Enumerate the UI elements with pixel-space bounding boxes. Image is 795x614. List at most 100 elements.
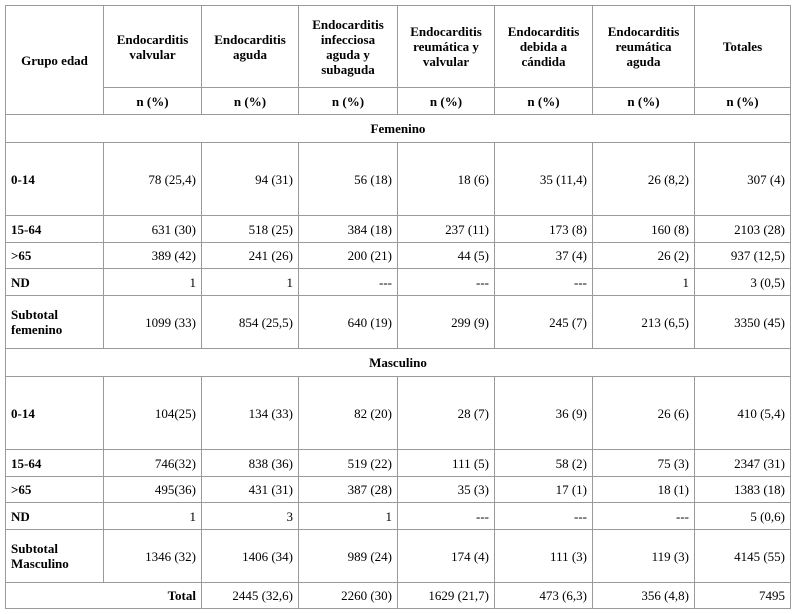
data-row: Subtotal Masculino 1346 (32) 1406 (34) 989 … <box>5 529 791 583</box>
cell: 2103 (28) <box>694 215 791 243</box>
row-label: >65 <box>5 242 104 269</box>
cell: 78 (25,4) <box>103 142 202 216</box>
cell: 1 <box>103 502 202 530</box>
cell: 410 (5,4) <box>694 376 791 450</box>
cell: 1099 (33) <box>103 295 202 349</box>
cell: 4145 (55) <box>694 529 791 583</box>
cell: 237 (11) <box>397 215 495 243</box>
cell: 111 (3) <box>494 529 593 583</box>
cell: 3 (0,5) <box>694 268 791 296</box>
cell: 35 (3) <box>397 476 495 503</box>
column-header: Endocarditis infecciosa aguda y subaguda <box>298 5 398 88</box>
column-header: Totales <box>694 5 791 88</box>
cell: 1 <box>298 502 398 530</box>
cell: 1346 (32) <box>103 529 202 583</box>
cell: 111 (5) <box>397 449 495 477</box>
column-header: Endocarditis reumática y valvular <box>397 5 495 88</box>
column-header: Endocarditis reumática aguda <box>592 5 695 88</box>
cell: 26 (8,2) <box>592 142 695 216</box>
column-header: Endocarditis debida a cándida <box>494 5 593 88</box>
cell: 17 (1) <box>494 476 593 503</box>
cell: 18 (6) <box>397 142 495 216</box>
cell: 241 (26) <box>201 242 299 269</box>
cell: 28 (7) <box>397 376 495 450</box>
cell: 640 (19) <box>298 295 398 349</box>
column-header: Endocarditis aguda <box>201 5 299 88</box>
unit-header: n (%) <box>397 87 495 115</box>
cell: 307 (4) <box>694 142 791 216</box>
section-title: Masculino <box>5 348 791 377</box>
section-row: Femenino <box>5 114 791 143</box>
cell: 26 (2) <box>592 242 695 269</box>
cell: 1406 (34) <box>201 529 299 583</box>
row-label: Subtotal Masculino <box>5 529 104 583</box>
unit-header: n (%) <box>592 87 695 115</box>
cell: 26 (6) <box>592 376 695 450</box>
cell: 245 (7) <box>494 295 593 349</box>
cell: --- <box>592 502 695 530</box>
cell: 518 (25) <box>201 215 299 243</box>
unit-header: n (%) <box>694 87 791 115</box>
cell: 37 (4) <box>494 242 593 269</box>
data-row: ND 1 3 1 --- --- --- 5 (0,6) <box>5 502 791 530</box>
cell: 119 (3) <box>592 529 695 583</box>
row-label: >65 <box>5 476 104 503</box>
data-row: ND 1 1 --- --- --- 1 3 (0,5) <box>5 268 791 296</box>
cell: 3350 (45) <box>694 295 791 349</box>
cell: 1383 (18) <box>694 476 791 503</box>
cell: 389 (42) <box>103 242 202 269</box>
data-row: 0-14 78 (25,4) 94 (31) 56 (18) 18 (6) 35 (11,… <box>5 142 791 216</box>
cell: 173 (8) <box>494 215 593 243</box>
cell: 7495 <box>694 582 791 609</box>
cell: --- <box>494 502 593 530</box>
row-label: 0-14 <box>5 142 104 216</box>
cell: 82 (20) <box>298 376 398 450</box>
row-label: 15-64 <box>5 449 104 477</box>
cell: 104(25) <box>103 376 202 450</box>
cell: 200 (21) <box>298 242 398 269</box>
cell: 1 <box>201 268 299 296</box>
cell: --- <box>397 268 495 296</box>
cell: 746(32) <box>103 449 202 477</box>
row-label: ND <box>5 502 104 530</box>
cell: 3 <box>201 502 299 530</box>
cell: --- <box>298 268 398 296</box>
cell: 356 (4,8) <box>592 582 695 609</box>
cell: 854 (25,5) <box>201 295 299 349</box>
header-row: Grupo edad Endocarditis valvular Endocardi… <box>5 5 791 115</box>
unit-row: n (%) n (%) n (%) n (%) n (%) n (%) n (%) <box>6 87 791 115</box>
data-table: Grupo edad Endocarditis valvular Endocardi… <box>5 5 791 609</box>
cell: 36 (9) <box>494 376 593 450</box>
cell: 519 (22) <box>298 449 398 477</box>
data-row: 0-14 104(25) 134 (33) 82 (20) 28 (7) 36 (9) 26… <box>5 376 791 450</box>
cell: 1 <box>103 268 202 296</box>
cell: 44 (5) <box>397 242 495 269</box>
cell: 75 (3) <box>592 449 695 477</box>
cell: 384 (18) <box>298 215 398 243</box>
section-title: Femenino <box>5 114 791 143</box>
cell: 989 (24) <box>298 529 398 583</box>
cell: 937 (12,5) <box>694 242 791 269</box>
cell: 2445 (32,6) <box>201 582 299 609</box>
data-row: 15-64 631 (30) 518 (25) 384 (18) 237 (11) 173… <box>5 215 791 243</box>
column-header: Endocarditis valvular <box>103 5 202 88</box>
cell: 58 (2) <box>494 449 593 477</box>
cell: 299 (9) <box>397 295 495 349</box>
cell: --- <box>494 268 593 296</box>
cell: --- <box>397 502 495 530</box>
row-label: 15-64 <box>5 215 104 243</box>
cell: 1 <box>592 268 695 296</box>
row-label: ND <box>5 268 104 296</box>
cell: 495(36) <box>103 476 202 503</box>
data-row: >65 495(36) 431 (31) 387 (28) 35 (3) 17 (1) 18… <box>5 476 791 503</box>
cell: 5 (0,6) <box>694 502 791 530</box>
cell: 2260 (30) <box>298 582 398 609</box>
cell: 56 (18) <box>298 142 398 216</box>
cell: 134 (33) <box>201 376 299 450</box>
cell: 631 (30) <box>103 215 202 243</box>
cell: 2347 (31) <box>694 449 791 477</box>
unit-header: n (%) <box>103 87 202 115</box>
cell: 160 (8) <box>592 215 695 243</box>
cell: 94 (31) <box>201 142 299 216</box>
